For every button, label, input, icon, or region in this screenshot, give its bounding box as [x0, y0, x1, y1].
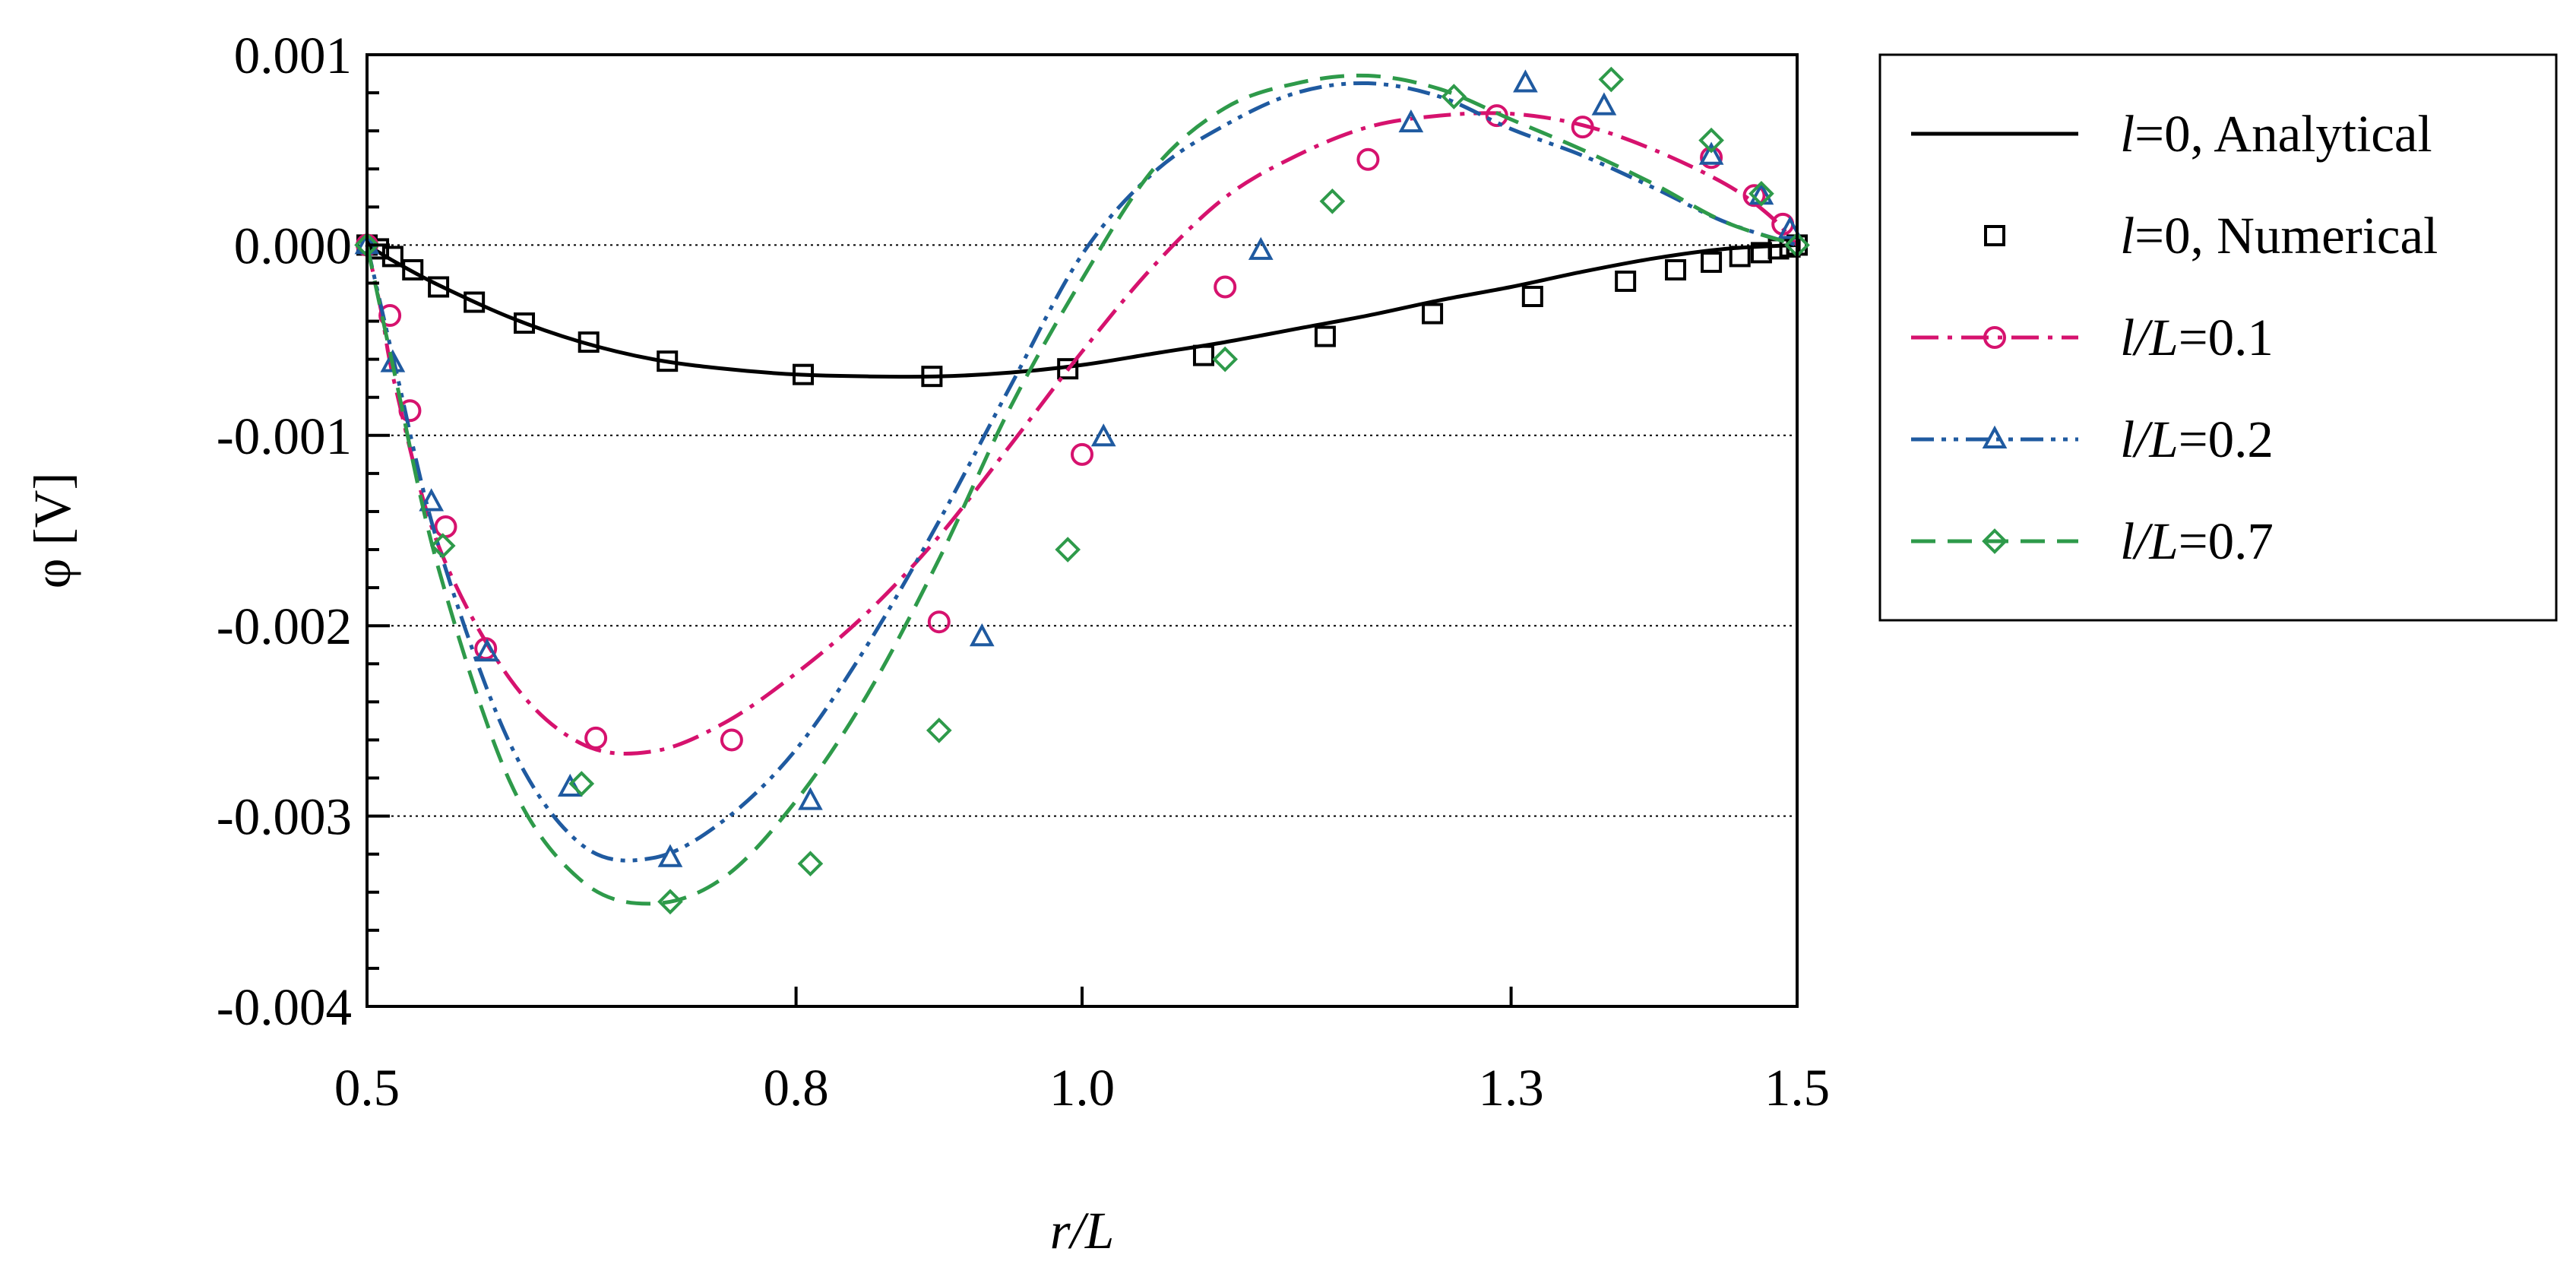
data-point-marker: [927, 610, 951, 634]
legend: l=0, Analytical l=0, Numerical l/L=0.1 l/L=…: [1878, 53, 2558, 622]
series-2: [356, 104, 1799, 756]
data-point-marker: [1422, 303, 1444, 325]
data-point-marker: [378, 304, 402, 328]
data-point-marker: [657, 889, 683, 915]
data-point-marker: [793, 363, 815, 385]
legend-label: l/L=0.7: [2120, 512, 2274, 570]
series-layer: [354, 66, 1810, 915]
data-point-marker: [398, 399, 422, 423]
data-point-marker: [578, 331, 600, 353]
data-point-marker: [1356, 147, 1380, 171]
data-point-marker: [1742, 184, 1766, 208]
data-point-marker: [1319, 188, 1346, 214]
legend-label: l/L=0.1: [2120, 309, 2274, 366]
data-point-marker: [1729, 246, 1751, 268]
axis-ticks: [366, 53, 1799, 1008]
series-line: [365, 73, 1798, 906]
data-point-marker: [1698, 141, 1724, 165]
y-tick-label: 0.000: [234, 217, 352, 274]
data-point-marker: [657, 844, 683, 867]
data-point-marker: [1748, 180, 1774, 207]
legend-entry: l=0, Analytical: [1911, 105, 2432, 163]
legend-entries: l=0, Analytical l=0, Numerical l/L=0.1 l/L=…: [1911, 105, 2438, 570]
series-4: [354, 66, 1810, 915]
y-tick-label: -0.003: [217, 788, 352, 846]
data-point-marker: [381, 246, 403, 268]
x-tick-label: 1.5: [1764, 1059, 1830, 1117]
series-line: [366, 242, 1798, 379]
y-tick-label: 0.001: [234, 27, 352, 84]
data-point-marker: [797, 851, 824, 877]
data-point-marker: [1701, 251, 1723, 273]
x-tick-label: 0.8: [763, 1059, 828, 1117]
data-point-marker: [402, 258, 424, 280]
legend-box: [1878, 53, 2558, 622]
data-point-marker: [428, 276, 450, 298]
y-tick-label: -0.001: [217, 407, 352, 465]
data-point-marker: [434, 515, 457, 538]
data-point-marker: [474, 637, 498, 661]
legend-label: l=0, Analytical: [2120, 105, 2432, 163]
legend-label: l/L=0.2: [2120, 410, 2274, 468]
data-point-marker: [1055, 537, 1081, 562]
data-point-marker: [1398, 109, 1424, 133]
data-point-marker: [1665, 258, 1687, 280]
data-point-marker: [1214, 275, 1237, 299]
x-axis-label: r/L: [1050, 1202, 1114, 1260]
y-axis-label: φ [V]: [24, 473, 81, 589]
series-1: [356, 234, 1808, 388]
series-0: [366, 242, 1798, 379]
y-tick-label: -0.004: [217, 978, 352, 1036]
plot-area-frame: [366, 53, 1799, 1008]
legend-swatch-marker: [1982, 425, 2008, 448]
data-point-marker: [969, 623, 995, 647]
data-point-marker: [1615, 270, 1637, 292]
x-tick-label: 1.3: [1478, 1059, 1543, 1117]
data-point-marker: [1212, 346, 1239, 372]
data-point-marker: [1090, 423, 1116, 447]
data-point-marker: [429, 533, 456, 559]
series-line: [365, 81, 1798, 863]
y-tick-label: -0.002: [217, 597, 352, 655]
data-point-marker: [1513, 69, 1538, 93]
data-point-marker: [568, 771, 595, 797]
data-point-marker: [1314, 325, 1336, 347]
x-tick-label: 0.5: [334, 1059, 400, 1117]
data-point-marker: [584, 726, 608, 749]
legend-swatch-marker: [1983, 326, 2006, 349]
legend-swatch-marker: [1984, 225, 2005, 246]
data-point-marker: [657, 350, 679, 372]
data-point-marker: [1248, 236, 1274, 260]
series-3: [354, 69, 1802, 867]
data-point-marker: [1698, 127, 1724, 154]
data-point-marker: [798, 787, 823, 810]
data-point-marker: [474, 638, 500, 662]
legend-entry: l/L=0.7: [1911, 512, 2274, 570]
data-point-marker: [1441, 84, 1467, 109]
data-point-marker: [1598, 66, 1625, 93]
tick-labels: 0.001 0.000 -0.001 -0.002 -0.003 -0.004 0.5 0.8…: [217, 27, 1830, 1117]
data-point-marker: [1571, 116, 1594, 139]
data-point-marker: [419, 488, 445, 512]
gridlines: [367, 244, 1797, 817]
data-point-marker: [720, 728, 743, 752]
legend-swatch-marker: [1982, 528, 2008, 554]
legend-entry: l/L=0.1: [1911, 309, 2274, 366]
data-point-marker: [1521, 286, 1543, 308]
data-point-marker: [514, 312, 536, 334]
data-point-marker: [1071, 442, 1093, 466]
data-point-marker: [921, 366, 943, 388]
legend-label: l=0, Numerical: [2120, 207, 2438, 265]
data-point-marker: [1057, 358, 1079, 380]
x-tick-label: 1.0: [1049, 1059, 1115, 1117]
series-line: [365, 111, 1799, 756]
data-point-marker: [1777, 216, 1802, 239]
data-point-marker: [464, 291, 486, 313]
legend-entry: l/L=0.2: [1911, 410, 2274, 468]
data-point-marker: [1591, 92, 1617, 116]
data-point-marker: [1192, 344, 1214, 366]
data-point-marker: [926, 718, 952, 743]
legend-entry: l=0, Numerical: [1984, 207, 2438, 265]
